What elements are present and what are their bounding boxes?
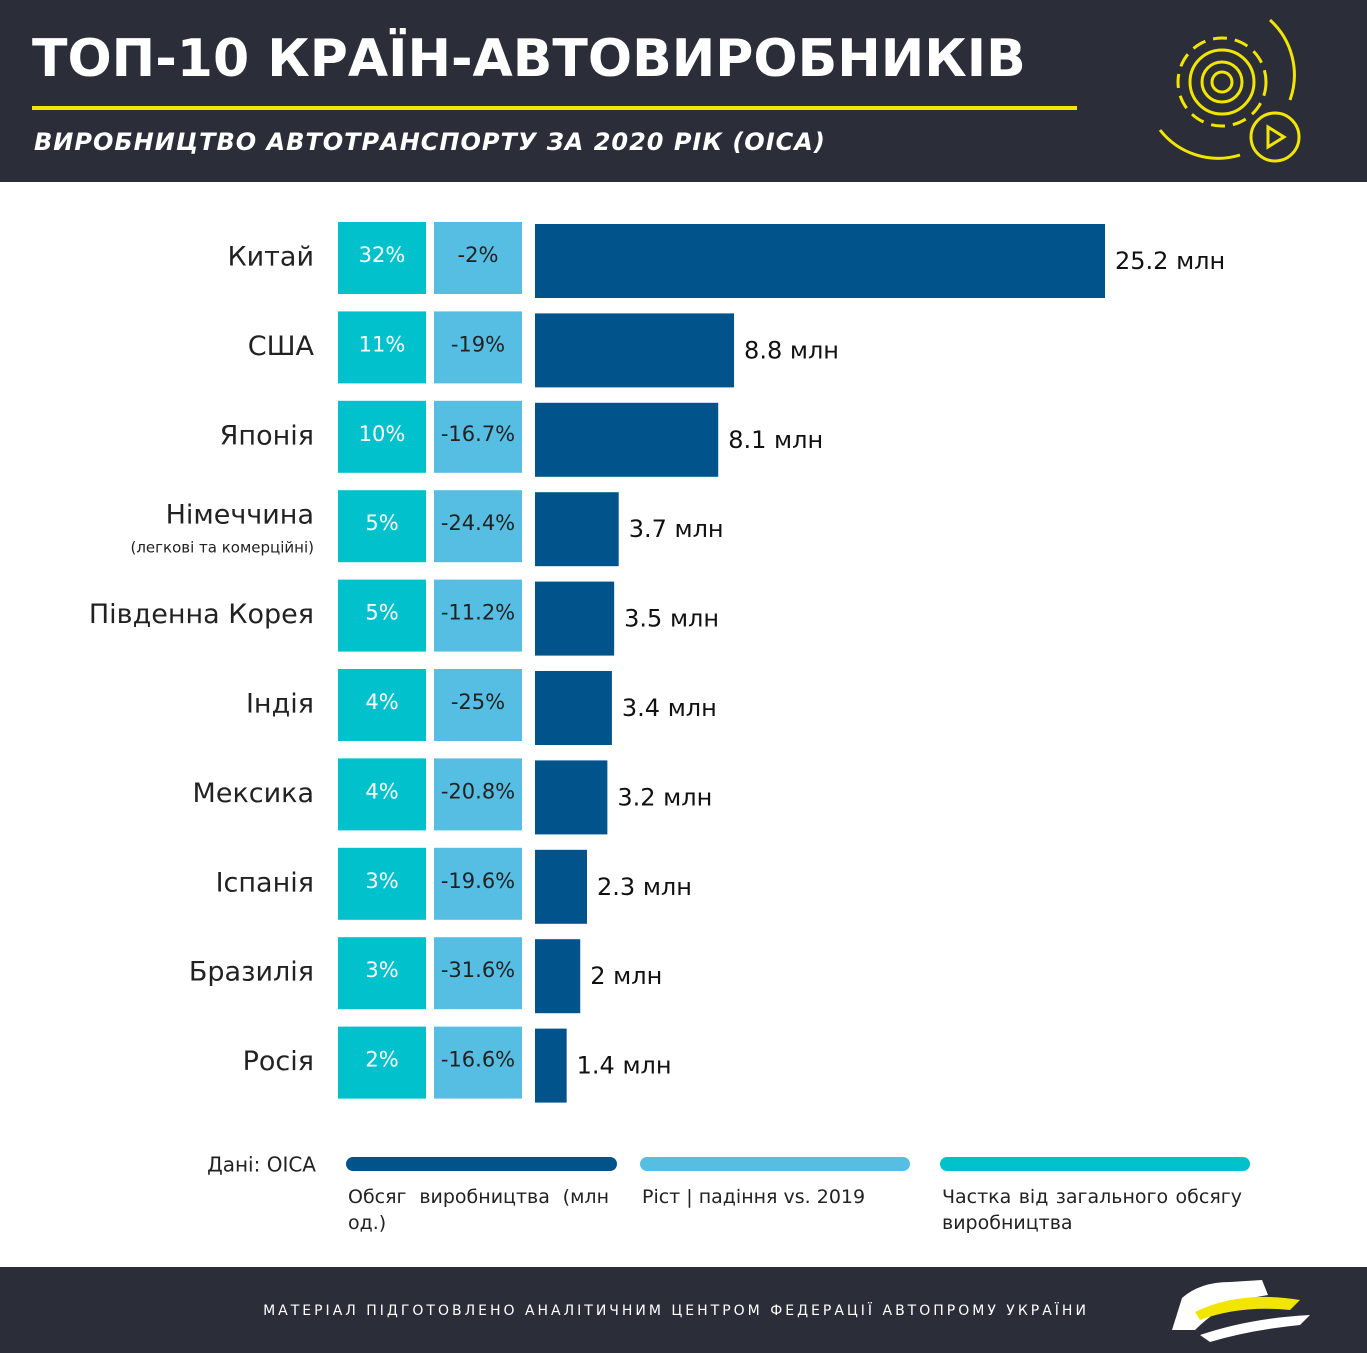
- growth-box: [434, 579, 522, 652]
- source: Дані: OICA: [207, 1153, 316, 1177]
- chart-subtitle: ВИРОБНИЦТВО АВТОТРАНСПОРТУ ЗА 2020 РІК (…: [34, 128, 826, 156]
- share-label: 11%: [359, 332, 406, 356]
- growth-label: -11.2%: [441, 601, 515, 625]
- legend-label: Ріст | падіння vs. 2019: [642, 1186, 866, 1208]
- share-label: 5%: [365, 601, 398, 625]
- category-label: Росія: [243, 1046, 314, 1077]
- share-label: 32%: [359, 243, 406, 267]
- growth-label: -16.6%: [441, 1048, 515, 1072]
- share-label: 4%: [365, 690, 398, 714]
- legend-label: Обсяг виробництва (млн од.): [348, 1186, 609, 1234]
- value-label: 2 млн: [590, 962, 662, 990]
- bar: [535, 939, 581, 1014]
- category-label: Німеччина: [166, 500, 314, 531]
- share-box: [338, 222, 426, 294]
- bar: [535, 224, 1105, 298]
- footer-text: МАТЕРІАЛ ПІДГОТОВЛЕНО АНАЛІТИЧНИМ ЦЕНТРО…: [263, 1301, 1089, 1319]
- growth-label: -24.4%: [441, 511, 515, 535]
- header-bg: [0, 0, 1367, 182]
- value-label: 3.5 млн: [624, 605, 719, 633]
- share-label: 3%: [365, 869, 398, 893]
- gear-icon: [1158, 18, 1301, 163]
- growth-box: [434, 400, 522, 473]
- share-box: [338, 937, 426, 1010]
- growth-box: [434, 222, 522, 294]
- value-label: 1.4 млн: [577, 1052, 672, 1080]
- category-label: Мексика: [193, 778, 314, 809]
- bar: [535, 313, 735, 388]
- growth-label: -19%: [451, 332, 505, 356]
- growth-box: [434, 758, 522, 831]
- growth-box: [434, 937, 522, 1010]
- growth-box: [434, 311, 522, 384]
- chart-title: ТОП-10 КРАЇН-АВТОВИРОБНИКІВ: [32, 28, 1026, 89]
- category-label: США: [248, 331, 315, 362]
- category-label: Індія: [246, 689, 314, 720]
- share-box: [338, 579, 426, 652]
- growth-label: -2%: [458, 243, 499, 267]
- growth-label: -16.7%: [441, 422, 515, 446]
- bar: [535, 849, 588, 924]
- bar: [535, 402, 719, 477]
- legend-swatch: [640, 1157, 910, 1171]
- growth-label: -20.8%: [441, 779, 515, 803]
- value-label: 3.2 млн: [617, 783, 712, 811]
- bar: [535, 492, 619, 567]
- title-rule: [32, 106, 1077, 110]
- share-box: [338, 400, 426, 473]
- value-label: 3.7 млн: [629, 515, 724, 543]
- share-box: [338, 490, 426, 563]
- growth-box: [434, 847, 522, 920]
- share-label: 3%: [365, 958, 398, 982]
- bar: [535, 760, 608, 835]
- value-label: 3.4 млн: [622, 694, 717, 722]
- footer-logo: [1172, 1280, 1310, 1342]
- category-label: Бразилія: [189, 957, 314, 988]
- growth-box: [434, 490, 522, 563]
- category-note: (легкові та комерційні): [130, 539, 314, 557]
- share-box: [338, 847, 426, 920]
- share-label: 4%: [365, 779, 398, 803]
- share-label: 5%: [365, 511, 398, 535]
- footer-bg: [0, 1267, 1367, 1353]
- share-label: 10%: [359, 422, 406, 446]
- legend-swatch: [940, 1157, 1250, 1171]
- share-box: [338, 1026, 426, 1099]
- category-label: Японія: [220, 420, 314, 451]
- share-box: [338, 669, 426, 741]
- category-label: Іспанія: [216, 867, 314, 898]
- category-label: Китай: [227, 242, 314, 273]
- growth-label: -31.6%: [441, 958, 515, 982]
- value-label: 25.2 млн: [1115, 247, 1225, 275]
- category-label: Південна Корея: [89, 599, 314, 630]
- legend-swatch: [346, 1157, 617, 1171]
- bar: [535, 1028, 567, 1103]
- growth-label: -25%: [451, 690, 505, 714]
- growth-box: [434, 1026, 522, 1099]
- bar: [535, 581, 615, 656]
- value-label: 8.1 млн: [728, 426, 823, 454]
- growth-box: [434, 669, 522, 741]
- growth-label: -19.6%: [441, 869, 515, 893]
- value-label: 8.8 млн: [744, 336, 839, 364]
- legend-label: Частка від загального обсягу виробництва: [942, 1186, 1242, 1234]
- share-box: [338, 311, 426, 384]
- value-label: 2.3 млн: [597, 873, 692, 901]
- share-label: 2%: [365, 1048, 398, 1072]
- share-box: [338, 758, 426, 831]
- bar: [535, 671, 612, 745]
